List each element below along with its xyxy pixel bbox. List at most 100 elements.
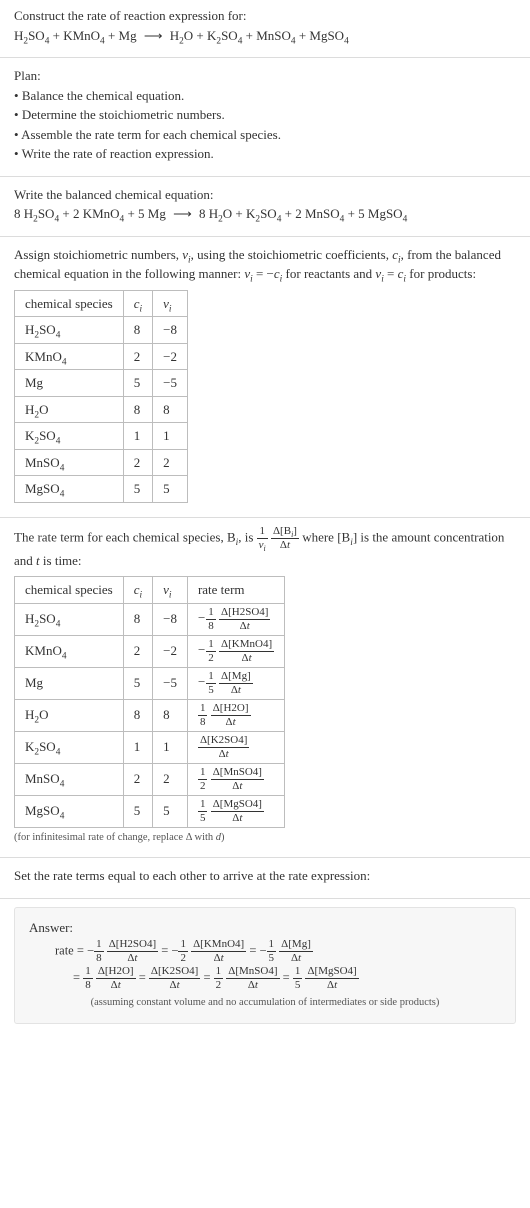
table-cell: 15 Δ[MgSO4]Δt — [187, 795, 284, 827]
table-cell: 2 — [153, 449, 188, 476]
table-cell: 8 — [153, 699, 188, 731]
plan-item-2: • Assemble the rate term for each chemic… — [14, 125, 516, 145]
rateterm-table: chemical species ci νi rate term H2SO48−… — [14, 576, 285, 828]
table-cell: 8 — [123, 317, 152, 344]
table-cell: MnSO4 — [15, 763, 124, 795]
construct-equation: H2SO4 + KMnO4 + Mg ⟶ H2O + K2SO4 + MnSO4… — [14, 26, 516, 46]
table-cell: 8 — [123, 603, 152, 635]
table-cell: MgSO4 — [15, 795, 124, 827]
assign-table: chemical species ci νi H2SO48−8KMnO42−2M… — [14, 290, 188, 503]
plan-item-0: • Balance the chemical equation. — [14, 86, 516, 106]
assign-h2: νi — [153, 290, 188, 317]
rateterm-section: The rate term for each chemical species,… — [0, 518, 530, 859]
table-row: K2SO411 — [15, 423, 188, 450]
plan-title: Plan: — [14, 66, 516, 86]
rateterm-h3: rate term — [187, 577, 284, 604]
table-cell: 5 — [153, 795, 188, 827]
table-cell: 8 — [123, 396, 152, 423]
answer-line2: = 18 Δ[H2O]Δt = Δ[K2SO4]Δt = 12 Δ[MnSO4]… — [55, 966, 501, 991]
table-cell: MgSO4 — [15, 476, 124, 503]
table-cell: H2SO4 — [15, 317, 124, 344]
table-cell: H2O — [15, 699, 124, 731]
table-cell: −2 — [153, 343, 188, 370]
rateterm-note: (for infinitesimal rate of change, repla… — [14, 830, 516, 846]
table-cell: 1 — [123, 423, 152, 450]
table-cell: 1 — [123, 731, 152, 763]
table-cell: 2 — [123, 635, 152, 667]
plan-item-3: • Write the rate of reaction expression. — [14, 144, 516, 164]
table-cell: 18 Δ[H2O]Δt — [187, 699, 284, 731]
construct-section: Construct the rate of reaction expressio… — [0, 0, 530, 58]
table-row: K2SO411Δ[K2SO4]Δt — [15, 731, 285, 763]
table-cell: 8 — [123, 699, 152, 731]
plan-item-1: • Determine the stoichiometric numbers. — [14, 105, 516, 125]
table-cell: 8 — [153, 396, 188, 423]
table-row: MnSO42212 Δ[MnSO4]Δt — [15, 763, 285, 795]
table-cell: K2SO4 — [15, 423, 124, 450]
table-cell: KMnO4 — [15, 635, 124, 667]
table-cell: −8 — [153, 603, 188, 635]
assign-h1: ci — [123, 290, 152, 317]
balanced-title: Write the balanced chemical equation: — [14, 185, 516, 205]
table-row: H2O88 — [15, 396, 188, 423]
table-cell: Mg — [15, 370, 124, 397]
table-cell: 5 — [153, 476, 188, 503]
table-row: KMnO42−2 — [15, 343, 188, 370]
table-cell: 2 — [153, 763, 188, 795]
table-row: Mg5−5 — [15, 370, 188, 397]
table-row: H2O8818 Δ[H2O]Δt — [15, 699, 285, 731]
table-row: MnSO422 — [15, 449, 188, 476]
table-cell: −8 — [153, 317, 188, 344]
table-row: Mg5−5−15 Δ[Mg]Δt — [15, 667, 285, 699]
assign-section: Assign stoichiometric numbers, νi, using… — [0, 237, 530, 518]
table-row: KMnO42−2−12 Δ[KMnO4]Δt — [15, 635, 285, 667]
balanced-equation: 8 H2SO4 + 2 KMnO4 + 5 Mg ⟶ 8 H2O + K2SO4… — [14, 204, 516, 224]
assign-text: Assign stoichiometric numbers, νi, using… — [14, 245, 516, 284]
answer-box: Answer: rate = −18 Δ[H2SO4]Δt = −12 Δ[KM… — [14, 907, 516, 1024]
table-cell: −5 — [153, 370, 188, 397]
answer-assumption: (assuming constant volume and no accumul… — [29, 995, 501, 1011]
table-cell: −12 Δ[KMnO4]Δt — [187, 635, 284, 667]
table-cell: KMnO4 — [15, 343, 124, 370]
answer-label: Answer: — [29, 918, 501, 938]
table-cell: H2O — [15, 396, 124, 423]
table-cell: 2 — [123, 343, 152, 370]
table-cell: MnSO4 — [15, 449, 124, 476]
table-cell: −2 — [153, 635, 188, 667]
table-cell: Mg — [15, 667, 124, 699]
table-cell: 2 — [123, 449, 152, 476]
table-cell: 1 — [153, 423, 188, 450]
table-cell: H2SO4 — [15, 603, 124, 635]
table-row: H2SO48−8−18 Δ[H2SO4]Δt — [15, 603, 285, 635]
table-cell: −5 — [153, 667, 188, 699]
construct-intro: Construct the rate of reaction expressio… — [14, 6, 516, 26]
table-cell: K2SO4 — [15, 731, 124, 763]
plan-item-3-text: Write the rate of reaction expression. — [22, 146, 214, 161]
setequal-section: Set the rate terms equal to each other t… — [0, 858, 530, 899]
table-cell: −18 Δ[H2SO4]Δt — [187, 603, 284, 635]
table-cell: Δ[K2SO4]Δt — [187, 731, 284, 763]
table-cell: 5 — [123, 476, 152, 503]
assign-header-row: chemical species ci νi — [15, 290, 188, 317]
table-cell: 5 — [123, 667, 152, 699]
rateterm-h2: νi — [153, 577, 188, 604]
table-row: MgSO45515 Δ[MgSO4]Δt — [15, 795, 285, 827]
plan-item-0-text: Balance the chemical equation. — [22, 88, 184, 103]
table-cell: 1 — [153, 731, 188, 763]
plan-item-1-text: Determine the stoichiometric numbers. — [22, 107, 225, 122]
plan-section: Plan: • Balance the chemical equation. •… — [0, 58, 530, 177]
table-row: H2SO48−8 — [15, 317, 188, 344]
plan-item-2-text: Assemble the rate term for each chemical… — [21, 127, 281, 142]
rateterm-text: The rate term for each chemical species,… — [14, 526, 516, 571]
assign-h0: chemical species — [15, 290, 124, 317]
table-cell: 5 — [123, 795, 152, 827]
rateterm-h1: ci — [123, 577, 152, 604]
table-cell: −15 Δ[Mg]Δt — [187, 667, 284, 699]
balanced-section: Write the balanced chemical equation: 8 … — [0, 177, 530, 237]
rateterm-h0: chemical species — [15, 577, 124, 604]
table-cell: 5 — [123, 370, 152, 397]
setequal-text: Set the rate terms equal to each other t… — [14, 866, 516, 886]
table-row: MgSO455 — [15, 476, 188, 503]
rateterm-header-row: chemical species ci νi rate term — [15, 577, 285, 604]
answer-line1: rate = −18 Δ[H2SO4]Δt = −12 Δ[KMnO4]Δt =… — [55, 939, 501, 964]
